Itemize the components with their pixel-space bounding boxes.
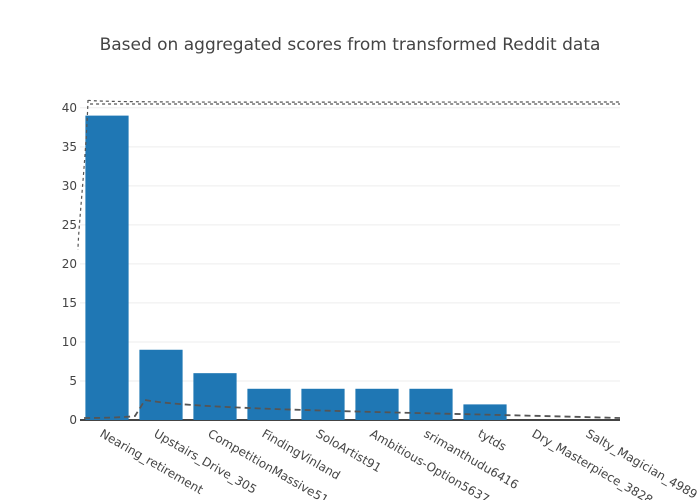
y-tick-label: 25 [62, 218, 77, 232]
y-axis-tick-labels: 0 5 10 15 20 25 30 35 40 [62, 101, 77, 427]
bar [193, 373, 237, 420]
bar [463, 404, 507, 420]
x-tick-label: tytds [476, 426, 509, 453]
y-tick-label: 30 [62, 179, 77, 193]
y-tick-label: 40 [62, 101, 77, 115]
bar [355, 388, 399, 420]
bar [85, 115, 129, 421]
gridlines [80, 107, 620, 421]
x-axis-tick-labels: Nearing_retirementUpstairs_Drive_305Comp… [98, 426, 700, 500]
y-tick-label: 10 [62, 335, 77, 349]
y-tick-label: 15 [62, 296, 77, 310]
bar [139, 349, 183, 420]
bars [85, 115, 507, 421]
y-tick-label: 20 [62, 257, 77, 271]
overlay-curve [77, 99, 89, 251]
bar [301, 388, 345, 420]
y-tick-label: 0 [69, 413, 77, 427]
bar [409, 388, 453, 420]
overlay-curve [83, 399, 621, 419]
chart-title: Based on aggregated scores from transfor… [100, 35, 601, 55]
y-tick-label: 35 [62, 140, 77, 154]
y-tick-label: 5 [69, 374, 77, 388]
overlay-curves [77, 99, 621, 419]
overlay-curve [87, 99, 621, 103]
bar [247, 388, 291, 420]
